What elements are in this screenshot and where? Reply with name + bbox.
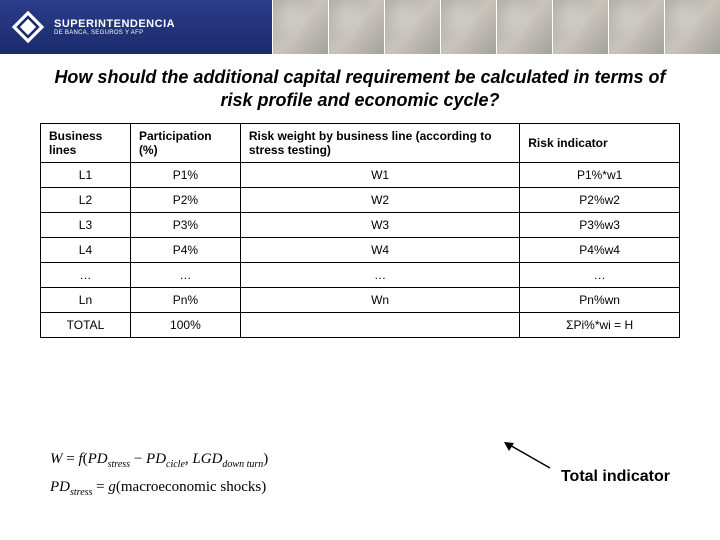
- cell: W3: [240, 212, 519, 237]
- cell: …: [240, 262, 519, 287]
- cell: P1%*w1: [520, 162, 680, 187]
- table-row: L3 P3% W3 P3%w3: [41, 212, 680, 237]
- header-photo: [384, 0, 440, 54]
- table-header-row: Business lines Participation (%) Risk we…: [41, 123, 680, 162]
- cell: Ln: [41, 287, 131, 312]
- header-photo: [552, 0, 608, 54]
- cell: W2: [240, 187, 519, 212]
- cell: ΣPi%*wi = H: [520, 312, 680, 337]
- sym: stress: [70, 487, 92, 498]
- cell: L1: [41, 162, 131, 187]
- sym: PD: [50, 479, 70, 495]
- table-row: … … … …: [41, 262, 680, 287]
- sym: −: [130, 451, 146, 467]
- cell: Pn%wn: [520, 287, 680, 312]
- sym: LGD: [192, 451, 222, 467]
- risk-table: Business lines Participation (%) Risk we…: [40, 123, 680, 338]
- sym: PD: [146, 451, 166, 467]
- sym: cicle: [166, 459, 185, 470]
- arrow-icon: [502, 440, 552, 470]
- sym: =: [92, 479, 108, 495]
- col-participation: Participation (%): [130, 123, 240, 162]
- table-row-total: TOTAL 100% ΣPi%*wi = H: [41, 312, 680, 337]
- header-photo: [496, 0, 552, 54]
- cell: L2: [41, 187, 131, 212]
- header-photo: [608, 0, 664, 54]
- sym: g: [108, 479, 116, 495]
- sym: ): [261, 479, 266, 495]
- cell: P2%w2: [520, 187, 680, 212]
- header-photo: [328, 0, 384, 54]
- cell: P4%w4: [520, 237, 680, 262]
- header-photo: [664, 0, 720, 54]
- sym: W: [50, 451, 63, 467]
- logo-main-text: SUPERINTENDENCIA: [54, 18, 175, 30]
- cell: TOTAL: [41, 312, 131, 337]
- cell: W1: [240, 162, 519, 187]
- sym: ): [263, 451, 268, 467]
- table-row: L4 P4% W4 P4%w4: [41, 237, 680, 262]
- col-risk-indicator: Risk indicator: [520, 123, 680, 162]
- table-row: Ln Pn% Wn Pn%wn: [41, 287, 680, 312]
- page-title: How should the additional capital requir…: [0, 54, 720, 123]
- cell: [240, 312, 519, 337]
- cell: P2%: [130, 187, 240, 212]
- table-row: L1 P1% W1 P1%*w1: [41, 162, 680, 187]
- cell: P3%: [130, 212, 240, 237]
- header-band: SUPERINTENDENCIA DE BANCA, SEGUROS Y AFP: [0, 0, 720, 54]
- cell: L4: [41, 237, 131, 262]
- cell: P4%: [130, 237, 240, 262]
- table-row: L2 P2% W2 P2%w2: [41, 187, 680, 212]
- cell: 100%: [130, 312, 240, 337]
- formula-pd: PDstress = g(macroeconomic shocks): [50, 474, 268, 502]
- formula-block: W = f(PDstress − PDcicle, LGDdown turn) …: [50, 446, 268, 502]
- cell: …: [130, 262, 240, 287]
- logo-area: SUPERINTENDENCIA DE BANCA, SEGUROS Y AFP: [0, 9, 175, 45]
- sym: PD: [88, 451, 108, 467]
- col-risk-weight: Risk weight by business line (according …: [240, 123, 519, 162]
- sym: =: [63, 451, 79, 467]
- header-photo: [440, 0, 496, 54]
- cell: L3: [41, 212, 131, 237]
- total-indicator-label: Total indicator: [561, 468, 670, 486]
- logo-sub-text: DE BANCA, SEGUROS Y AFP: [54, 30, 175, 36]
- cell: P1%: [130, 162, 240, 187]
- cell: …: [41, 262, 131, 287]
- header-photo-strip: [272, 0, 720, 54]
- logo-icon: [10, 9, 46, 45]
- cell: Pn%: [130, 287, 240, 312]
- cell: P3%w3: [520, 212, 680, 237]
- cell: Wn: [240, 287, 519, 312]
- sym: down turn: [222, 459, 263, 470]
- cell: …: [520, 262, 680, 287]
- col-business-lines: Business lines: [41, 123, 131, 162]
- sym: stress: [108, 459, 130, 470]
- sym: macroeconomic shocks: [121, 479, 261, 495]
- cell: W4: [240, 237, 519, 262]
- formula-w: W = f(PDstress − PDcicle, LGDdown turn): [50, 446, 268, 474]
- header-photo: [272, 0, 328, 54]
